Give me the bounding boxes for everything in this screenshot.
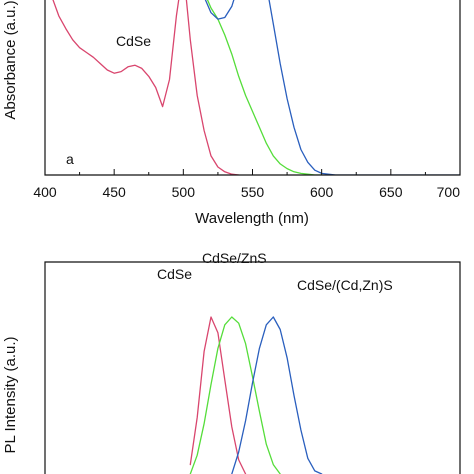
cdse-cdzns-pl-label: CdSe/(Cd,Zn)S [297, 277, 393, 293]
pl-series-cdse [189, 316, 247, 474]
pl-series-cdse-cd-zn-s [231, 316, 323, 474]
absorbance-series-cdse [52, 0, 240, 175]
pl-plot-frame [44, 261, 461, 474]
pl-curves [189, 316, 323, 474]
x-tick-label-700: 700 [437, 184, 461, 200]
x-tick-label-600: 600 [310, 184, 334, 200]
x-tick-label-500: 500 [172, 184, 196, 200]
cdse-pl-label: CdSe [157, 266, 192, 282]
absorbance-y-axis-title: Absorbance (a.u.) [2, 0, 19, 119]
absorbance-series-cdse-zns [206, 0, 323, 175]
pl-panel: CdSe CdSe/ZnS CdSe/(Cd,Zn)S PL Intensity… [2, 250, 461, 474]
absorbance-plot-frame [44, 0, 461, 176]
pl-series-cdse-zns [189, 316, 281, 474]
absorbance-x-ticks: 400 450 500 550 600 650 700 [33, 169, 461, 200]
absorbance-panel: 400 450 500 550 600 650 700 CdSe a Wavelength … [2, 0, 461, 227]
pl-y-axis-title: PL Intensity (a.u.) [2, 336, 19, 453]
x-tick-label-450: 450 [102, 184, 126, 200]
x-axis-title: Wavelength (nm) [195, 210, 309, 227]
panel-label-a: a [66, 151, 74, 167]
absorbance-series-cdse-cd-zn-s [204, 0, 460, 175]
x-tick-label-400: 400 [33, 184, 57, 200]
x-tick-label-550: 550 [241, 184, 265, 200]
cdse-zns-pl-label: CdSe/ZnS [202, 250, 267, 266]
x-tick-label-650: 650 [379, 184, 403, 200]
absorbance-curves [52, 0, 460, 175]
cdse-absorbance-label: CdSe [116, 33, 151, 49]
